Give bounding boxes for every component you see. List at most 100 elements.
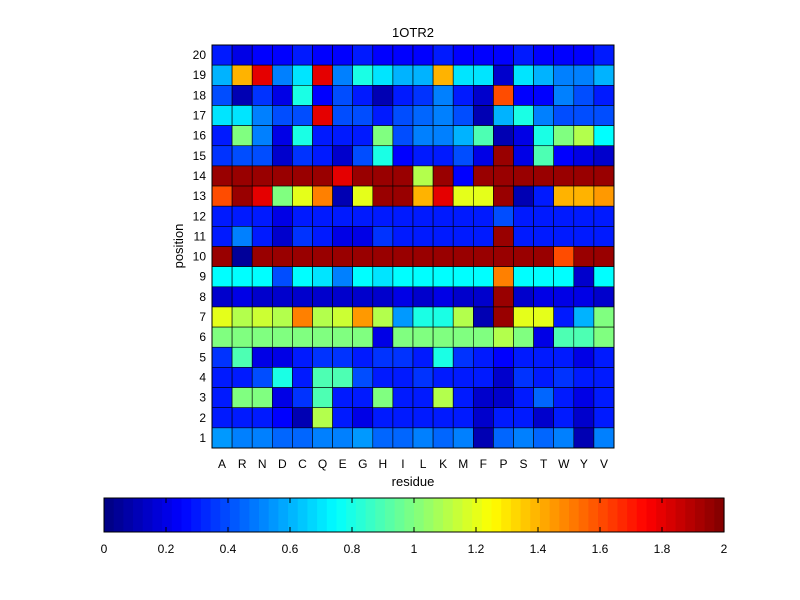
- heatmap-cell: [292, 387, 313, 408]
- heatmap-cell: [513, 367, 534, 388]
- colorbar-band: [123, 498, 134, 532]
- heatmap-cell: [332, 306, 354, 328]
- heatmap-cell: [211, 125, 233, 147]
- colorbar-tick-label: 0.4: [220, 542, 237, 556]
- heatmap-cell: [533, 286, 554, 308]
- x-tick-label: Y: [580, 457, 588, 471]
- heatmap-cell: [292, 266, 313, 288]
- y-tick-label: 9: [199, 270, 206, 284]
- x-tick-label: W: [558, 457, 570, 471]
- heatmap-cell: [513, 427, 534, 449]
- colorbar-band: [229, 498, 241, 532]
- heatmap-cell: [231, 165, 253, 187]
- colorbar-band: [259, 498, 270, 532]
- heatmap-cell: [472, 226, 494, 247]
- heatmap-cell: [493, 85, 514, 106]
- heatmap-cell: [493, 165, 514, 187]
- heatmap-cell: [412, 85, 434, 106]
- y-tick-label: 5: [199, 350, 206, 364]
- heatmap-cell: [573, 346, 595, 368]
- heatmap-cell: [593, 306, 615, 328]
- y-tick-label: 19: [193, 68, 207, 82]
- heatmap-cell: [593, 387, 615, 408]
- heatmap-cell: [251, 145, 273, 167]
- heatmap-cell: [292, 286, 313, 308]
- heatmap-cell: [553, 326, 575, 348]
- colorbar-tick-label: 0.6: [282, 542, 299, 556]
- heatmap-cell: [231, 387, 253, 408]
- colorbar-band: [578, 498, 589, 532]
- x-tick-label: H: [379, 457, 388, 471]
- heatmap-cell: [412, 367, 434, 388]
- heatmap-cell: [352, 205, 374, 227]
- heatmap-cell: [312, 367, 333, 388]
- heatmap-cell: [332, 105, 354, 126]
- heatmap-cell: [312, 105, 333, 126]
- heatmap-cell: [593, 286, 615, 308]
- heatmap-cell: [573, 246, 595, 267]
- heatmap-cell: [271, 165, 293, 187]
- colorbar-tick-label: 2: [721, 542, 728, 556]
- heatmap-cell: [412, 266, 434, 288]
- heatmap-cell: [432, 306, 454, 328]
- heatmap-cell: [452, 306, 474, 328]
- heatmap-cell: [513, 165, 534, 187]
- heatmap-cell: [472, 125, 494, 147]
- heatmap-cell: [271, 407, 293, 429]
- colorbar-band: [346, 498, 357, 532]
- colorbar-ticks: 0 0.2 0.4 0.6 0.8 1 1.2 1.4 1.6 1.8 2: [101, 498, 728, 556]
- colorbar-band: [510, 498, 522, 532]
- heatmap-cell: [533, 165, 554, 187]
- heatmap-cell: [452, 286, 474, 308]
- heatmap-cell: [412, 246, 434, 267]
- heatmap-cell: [231, 145, 253, 167]
- heatmap-cell: [211, 64, 233, 86]
- heatmap-cell: [251, 427, 273, 449]
- heatmap-cell: [412, 64, 434, 86]
- heatmap-cell: [472, 367, 494, 388]
- colorbar-tick-label: 1.6: [592, 542, 609, 556]
- heatmap-cell: [573, 266, 595, 288]
- colorbar-band: [617, 498, 628, 532]
- heatmap-cell: [251, 367, 273, 388]
- heatmap-cell: [452, 387, 474, 408]
- heatmap-cell: [392, 85, 414, 106]
- colorbar-band: [588, 498, 599, 532]
- heatmap-cell: [352, 105, 374, 126]
- heatmap-cell: [392, 407, 414, 429]
- heatmap-cell: [312, 326, 333, 348]
- heatmap-cell: [372, 246, 394, 267]
- heatmap-cell: [251, 205, 273, 227]
- heatmap-cell: [513, 85, 534, 106]
- heatmap-cell: [392, 427, 414, 449]
- heatmap-cell: [533, 44, 554, 66]
- heatmap-cell: [573, 286, 595, 308]
- heatmap-cell: [472, 44, 494, 66]
- heatmap-cell: [292, 427, 313, 449]
- colorbar-tick-label: 0.8: [344, 542, 361, 556]
- heatmap-cell: [292, 346, 313, 368]
- heatmap-cell: [573, 145, 595, 167]
- heatmap-cell: [392, 367, 414, 388]
- colorbar-band: [142, 498, 154, 532]
- colorbar-band: [569, 498, 580, 532]
- heatmap-cell: [573, 226, 595, 247]
- heatmap-cell: [251, 105, 273, 126]
- heatmap-cell: [553, 165, 575, 187]
- heatmap-cell: [271, 346, 293, 368]
- heatmap-cell: [332, 427, 354, 449]
- heatmap-cell: [352, 367, 374, 388]
- heatmap-cell: [332, 326, 354, 348]
- x-tick-label: C: [298, 457, 307, 471]
- plot-frame: [211, 44, 615, 449]
- colorbar-band: [239, 498, 250, 532]
- heatmap-cell: [271, 326, 293, 348]
- heatmap-cell: [251, 64, 273, 86]
- heatmap-cell: [593, 226, 615, 247]
- heatmap-cell: [392, 286, 414, 308]
- heatmap-cell: [392, 226, 414, 247]
- colorbar-band: [278, 498, 289, 532]
- heatmap-cell: [493, 266, 514, 288]
- heatmap-cell: [231, 105, 253, 126]
- heatmap-cell: [352, 266, 374, 288]
